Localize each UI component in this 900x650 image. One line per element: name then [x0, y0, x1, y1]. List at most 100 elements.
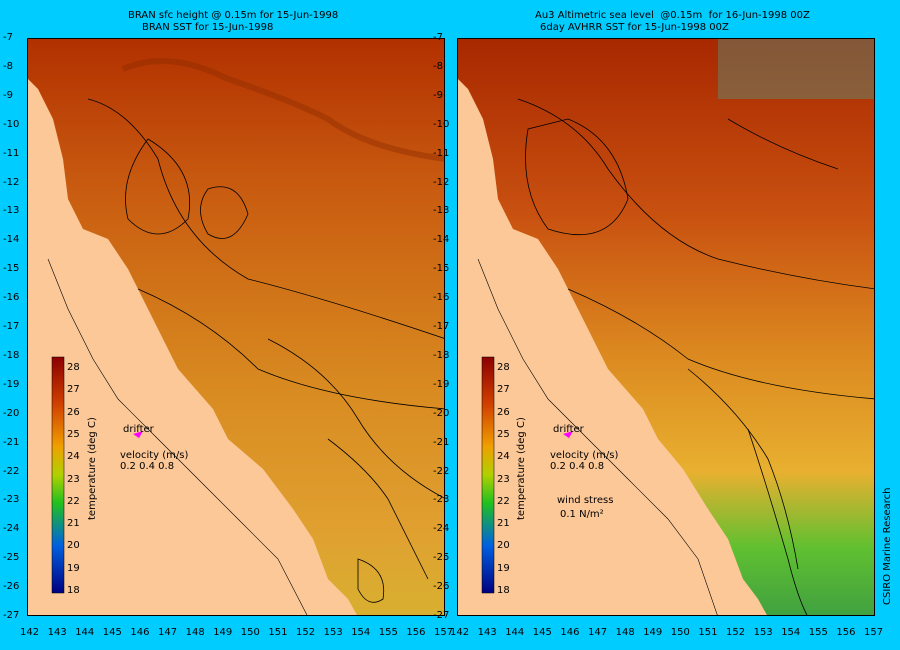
longitude-tick-label: 149 — [643, 627, 663, 638]
latitude-tick-label: -10 — [3, 118, 20, 130]
colorbar-tick-label: 18 — [67, 585, 80, 596]
right-sst-map — [457, 38, 875, 616]
longitude-tick-label: 156 — [836, 627, 856, 638]
left-drifter-marker — [133, 431, 143, 438]
right-velocity-values: 0.2 0.4 0.8 — [550, 461, 605, 472]
longitude-tick-label: 148 — [615, 627, 635, 638]
colorbar-tick-label: 21 — [497, 518, 510, 530]
latitude-tick-label: -8 — [433, 60, 443, 72]
colorbar-tick-label: 18 — [497, 585, 510, 596]
colorbar-tick-label: 20 — [497, 540, 510, 552]
latitude-tick-label: -19 — [3, 378, 20, 390]
longitude-tick-label: 154 — [351, 627, 371, 638]
latitude-tick-label: -26 — [433, 581, 450, 593]
latitude-tick-label: -24 — [3, 523, 20, 535]
latitude-tick-label: -8 — [3, 60, 13, 72]
latitude-tick-label: -18 — [433, 349, 450, 361]
right-title-line2: 6day AVHRR SST for 15-Jun-1998 00Z — [540, 22, 729, 33]
right-colorbar-title: temperature (deg C) — [516, 417, 527, 520]
latitude-tick-label: -25 — [433, 552, 450, 564]
latitude-tick-label: -26 — [3, 581, 20, 593]
latitude-tick-label: -11 — [433, 147, 450, 159]
longitude-tick-label: 143 — [477, 627, 497, 638]
latitude-tick-label: -27 — [3, 610, 20, 621]
longitude-tick-label: 146 — [130, 627, 150, 638]
colorbar-tick-label: 19 — [67, 562, 80, 574]
latitude-tick-label: -19 — [433, 378, 450, 390]
sea-area — [458, 39, 874, 615]
latitude-tick-label: -10 — [433, 118, 450, 130]
sea-area — [28, 39, 444, 615]
latitude-tick-label: -23 — [3, 494, 20, 506]
left-drifter-label: drifter — [123, 424, 154, 435]
longitude-tick-label: 157 — [434, 627, 454, 638]
longitude-tick-label: 142 — [20, 627, 40, 638]
colorbar-tick-label: 24 — [67, 451, 80, 463]
colorbar-tick-label: 23 — [497, 473, 510, 485]
longitude-tick-label: 153 — [753, 627, 773, 638]
longitude-tick-label: 155 — [378, 627, 398, 638]
longitude-tick-label: 142 — [450, 627, 470, 638]
longitude-tick-label: 147 — [158, 627, 178, 638]
colorbar-tick-label: 25 — [67, 428, 80, 440]
latitude-tick-label: -22 — [3, 465, 20, 477]
latitude-tick-label: -23 — [433, 494, 450, 506]
right-wind-value: 0.1 N/m² — [560, 509, 604, 520]
right-colorbar — [481, 356, 495, 594]
right-drifter-marker — [563, 431, 573, 438]
longitude-tick-label: 145 — [532, 627, 552, 638]
latitude-tick-label: -11 — [3, 147, 20, 159]
longitude-tick-label: 155 — [808, 627, 828, 638]
latitude-tick-label: -14 — [433, 234, 450, 246]
latitude-tick-label: -16 — [433, 292, 450, 304]
longitude-tick-label: 156 — [406, 627, 426, 638]
left-sst-map — [27, 38, 445, 616]
longitude-tick-label: 145 — [102, 627, 122, 638]
latitude-tick-label: -21 — [3, 436, 20, 448]
latitude-tick-label: -16 — [3, 292, 20, 304]
longitude-tick-label: 151 — [268, 627, 288, 638]
latitude-tick-label: -9 — [3, 89, 13, 101]
longitude-tick-label: 154 — [781, 627, 801, 638]
latitude-tick-label: -7 — [3, 32, 13, 43]
colorbar-tick-label: 26 — [497, 406, 510, 418]
colorbar-tick-label: 28 — [497, 362, 510, 373]
left-colorbar — [51, 356, 65, 594]
longitude-tick-label: 152 — [296, 627, 316, 638]
longitude-tick-label: 144 — [75, 627, 95, 638]
colorbar-tick-label: 27 — [497, 384, 510, 396]
latitude-tick-label: -13 — [3, 205, 20, 217]
right-title-line1: Au3 Altimetric sea level @0.15m for 16-J… — [535, 10, 810, 21]
longitude-tick-label: 143 — [47, 627, 67, 638]
latitude-tick-label: -17 — [3, 321, 20, 332]
longitude-tick-label: 147 — [588, 627, 608, 638]
latitude-tick-label: -15 — [3, 263, 20, 275]
left-title-line1: BRAN sfc height @ 0.15m for 15-Jun-1998 — [128, 10, 339, 21]
colorbar-tick-label: 25 — [497, 428, 510, 440]
colorbar-tick-label: 26 — [67, 406, 80, 418]
colorbar-tick-label: 21 — [67, 518, 80, 530]
longitude-tick-label: 152 — [726, 627, 746, 638]
colorbar-tick-label: 27 — [67, 384, 80, 396]
longitude-tick-label: 157 — [864, 627, 884, 638]
colorbar-tick-label: 24 — [497, 451, 510, 463]
colorbar-tick-label: 28 — [67, 362, 80, 373]
longitude-tick-label: 150 — [240, 627, 260, 638]
longitude-tick-label: 149 — [213, 627, 233, 638]
latitude-tick-label: -25 — [3, 552, 20, 564]
left-colorbar-title: temperature (deg C) — [87, 417, 98, 520]
longitude-tick-label: 148 — [185, 627, 205, 638]
latitude-tick-label: -15 — [433, 263, 450, 275]
latitude-tick-label: -9 — [433, 89, 443, 101]
latitude-tick-label: -20 — [3, 407, 20, 419]
colorbar-tick-label: 19 — [497, 562, 510, 574]
latitude-tick-label: -24 — [433, 523, 450, 535]
colorbar-tick-label: 20 — [67, 540, 80, 552]
longitude-tick-label: 146 — [560, 627, 580, 638]
credit-text: CSIRO Marine Research — [882, 487, 893, 605]
latitude-tick-label: -22 — [433, 465, 450, 477]
latitude-tick-label: -20 — [433, 407, 450, 419]
left-title-line2: BRAN SST for 15-Jun-1998 — [142, 22, 274, 33]
right-wind-label: wind stress — [557, 495, 614, 506]
latitude-tick-label: -13 — [433, 205, 450, 217]
